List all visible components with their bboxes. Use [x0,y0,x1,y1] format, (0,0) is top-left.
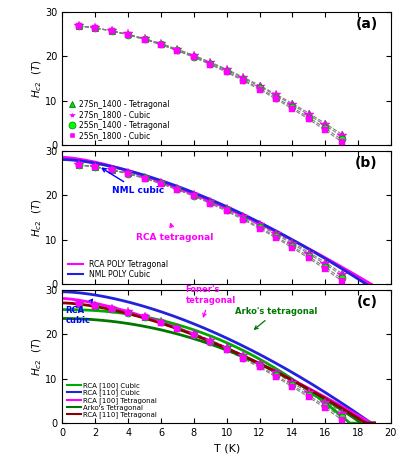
Text: Arko's tetragonal: Arko's tetragonal [235,307,317,329]
Y-axis label: $H_{c2}$  $(T)$: $H_{c2}$ $(T)$ [30,198,44,237]
Legend: RCA [100] Cubic, RCA [110] Cubic, RCA [100] Tetragonal, Arko's Tetragonal, RCA [: RCA [100] Cubic, RCA [110] Cubic, RCA [1… [66,380,158,420]
Text: Foner's
tetragonal: Foner's tetragonal [186,286,236,317]
Y-axis label: $H_{c2}$  $(T)$: $H_{c2}$ $(T)$ [30,59,44,98]
Y-axis label: $H_{c2}$  $(T)$: $H_{c2}$ $(T)$ [30,337,44,376]
Text: RCA tetragonal: RCA tetragonal [136,224,214,242]
Legend: RCA POLY Tetragonal, NML POLY Cubic: RCA POLY Tetragonal, NML POLY Cubic [66,258,170,280]
Legend: 27Sn_1400 - Tetragonal, 27Sn_1800 - Cubic, 25Sn_1400 - Tetragonal, 25Sn_1800 - C: 27Sn_1400 - Tetragonal, 27Sn_1800 - Cubi… [66,99,171,141]
X-axis label: T (K): T (K) [214,444,240,453]
Text: (a): (a) [355,17,378,31]
Text: NML cubic: NML cubic [102,168,164,195]
Text: (c): (c) [357,295,378,309]
Text: (b): (b) [355,156,378,170]
Text: RCA
cubic: RCA cubic [66,299,93,325]
